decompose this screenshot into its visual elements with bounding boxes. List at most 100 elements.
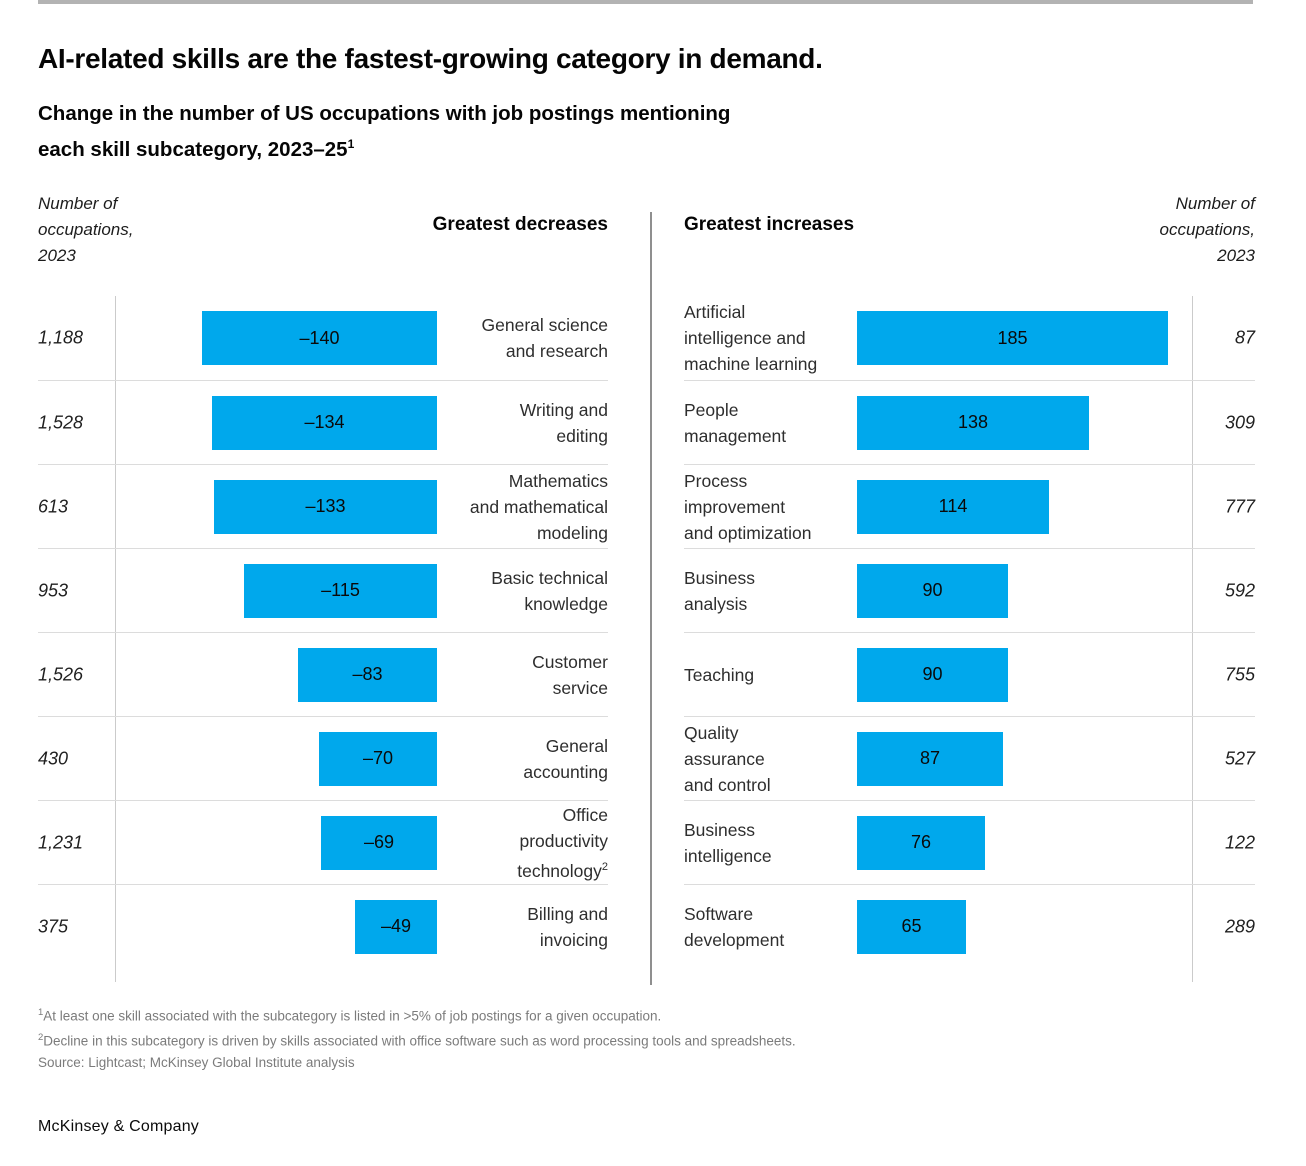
bar: 87 — [857, 731, 1003, 786]
category-label-line: Business — [684, 567, 756, 588]
footnote-text: Decline in this subcategory is driven by… — [43, 1033, 796, 1049]
bar: 90 — [857, 647, 1008, 702]
bar-value-label: 138 — [957, 412, 989, 432]
category-label-line: accounting — [523, 761, 608, 782]
category-label-line: intelligence — [684, 845, 772, 866]
bar: –140 — [202, 311, 437, 365]
bar: –83 — [298, 647, 437, 702]
category-label-line: invoicing — [539, 929, 608, 950]
bar-value-label: –83 — [352, 664, 383, 684]
decreases-panel: 1,188 –140 General science and research 1,52… — [38, 296, 608, 968]
category-label: Billing and invoicing — [438, 901, 608, 953]
exhibit-top-rule — [38, 0, 1253, 4]
footnote: Source: Lightcast; McKinsey Global Insti… — [38, 1052, 796, 1074]
right-axis-line-3: 2023 — [1217, 246, 1255, 265]
occupations-2023-value: 309 — [1224, 412, 1255, 432]
occupations-2023-value: 430 — [38, 748, 69, 768]
increases-panel: 87 185 Artificial intelligence and machine l… — [684, 296, 1255, 968]
chart-row: 122 76 Business intelligence — [684, 800, 1255, 884]
category-label: Quality assurance and control — [684, 720, 859, 798]
category-label-line: and optimization — [684, 522, 812, 543]
category-label: Customer service — [438, 649, 608, 701]
left-axis-line-2: occupations, — [38, 220, 134, 239]
occupations-2023-value: 1,231 — [38, 832, 84, 852]
bar-value-label: 90 — [922, 664, 943, 684]
category-label-line: Artificial — [684, 302, 746, 322]
right-number-column-line — [1192, 296, 1193, 982]
occupations-2023-value: 953 — [38, 580, 69, 600]
occupations-2023-value: 87 — [1234, 327, 1255, 348]
bar: –69 — [321, 815, 437, 870]
category-label-line: Process — [684, 470, 748, 491]
category-label-line: Office — [562, 804, 608, 825]
bar-value-label: 185 — [997, 327, 1028, 348]
category-label-line: Teaching — [684, 664, 755, 685]
page-title: AI-related skills are the fastest-growin… — [38, 42, 823, 74]
category-label: Basic technical knowledge — [438, 565, 608, 617]
occupations-2023-value: 122 — [1224, 832, 1255, 852]
category-label-line: editing — [556, 425, 608, 446]
chart-row: 1,231 –69 Office productivity technology2 — [38, 800, 608, 884]
bar-value-label: 87 — [919, 748, 941, 768]
chart-row: 289 65 Software development — [684, 884, 1255, 968]
category-label-line: modeling — [536, 522, 608, 543]
chart-row: 953 –115 Basic technical knowledge — [38, 548, 608, 632]
category-label-line: and control — [684, 774, 771, 795]
bar: –49 — [355, 899, 437, 954]
category-label-line: analysis — [684, 593, 748, 614]
category-label-line: improvement — [684, 496, 786, 517]
left-axis-line-1: Number of — [38, 194, 118, 213]
footnote-text: At least one skill associated with the s… — [43, 1008, 662, 1024]
category-label: Writing and editing — [438, 397, 608, 449]
category-label: General science and research — [438, 312, 608, 364]
subtitle-line-2: each skill subcategory, 2023–25 — [38, 137, 348, 161]
occupations-2023-value: 375 — [38, 916, 69, 936]
category-label-line: service — [552, 677, 608, 698]
category-label-line: development — [684, 929, 785, 950]
category-label-line: People — [684, 399, 739, 420]
category-label-line: Business — [684, 819, 756, 840]
category-footnote-marker: 2 — [601, 860, 608, 873]
bar-value-label: –69 — [363, 832, 395, 852]
category-label-line: Basic technical — [491, 567, 608, 588]
category-label-line: management — [684, 425, 787, 446]
bar-value-label: 114 — [938, 496, 968, 516]
category-label-line: and mathematical — [469, 496, 608, 517]
category-label: General accounting — [438, 733, 608, 785]
bar: 138 — [857, 395, 1089, 450]
category-label-line: Software — [684, 903, 754, 924]
chart-row: 375 –49 Billing and invoicing — [38, 884, 608, 968]
chart-row: 592 90 Business analysis — [684, 548, 1255, 632]
category-label: Artificial intelligence and machine learni… — [684, 299, 859, 377]
category-label-line: intelligence and — [684, 328, 806, 348]
category-label-line: knowledge — [524, 593, 608, 614]
chart-row: 527 87 Quality assurance and control — [684, 716, 1255, 800]
chart-row: 309 138 People management — [684, 380, 1255, 464]
left-axis-line-3: 2023 — [38, 246, 76, 265]
category-label: People management — [684, 397, 859, 449]
occupations-2023-value: 1,188 — [38, 327, 84, 348]
bar-value-label: 65 — [901, 916, 922, 936]
bar-value-label: –70 — [362, 748, 394, 768]
bar: –133 — [214, 479, 437, 534]
bar: 114 — [857, 479, 1049, 534]
occupations-2023-value: 527 — [1224, 748, 1255, 768]
bar: 76 — [857, 815, 985, 870]
bar-value-label: –133 — [305, 496, 346, 516]
category-label: Office productivity technology2 — [438, 802, 608, 884]
bar-value-label: –134 — [304, 412, 345, 432]
category-label-line: Mathematics — [508, 470, 608, 491]
bar-value-label: 76 — [910, 832, 932, 852]
bar: 65 — [857, 899, 966, 954]
header-greatest-decreases: Greatest decreases — [432, 214, 608, 235]
footnote-marker: 2 — [38, 1032, 44, 1043]
occupations-2023-value: 777 — [1224, 496, 1255, 516]
footnote-text: Source: Lightcast; McKinsey Global Insti… — [38, 1055, 355, 1070]
occupations-2023-value: 1,528 — [38, 412, 84, 432]
occupations-2023-value: 289 — [1224, 916, 1255, 936]
category-label: Software development — [684, 901, 859, 953]
mckinsey-company-wordmark: McKinsey & Company — [38, 1118, 199, 1135]
category-label-line: machine learning — [684, 354, 818, 374]
chart-row: 87 185 Artificial intelligence and machine l… — [684, 296, 1255, 380]
category-label: Business analysis — [684, 565, 859, 617]
